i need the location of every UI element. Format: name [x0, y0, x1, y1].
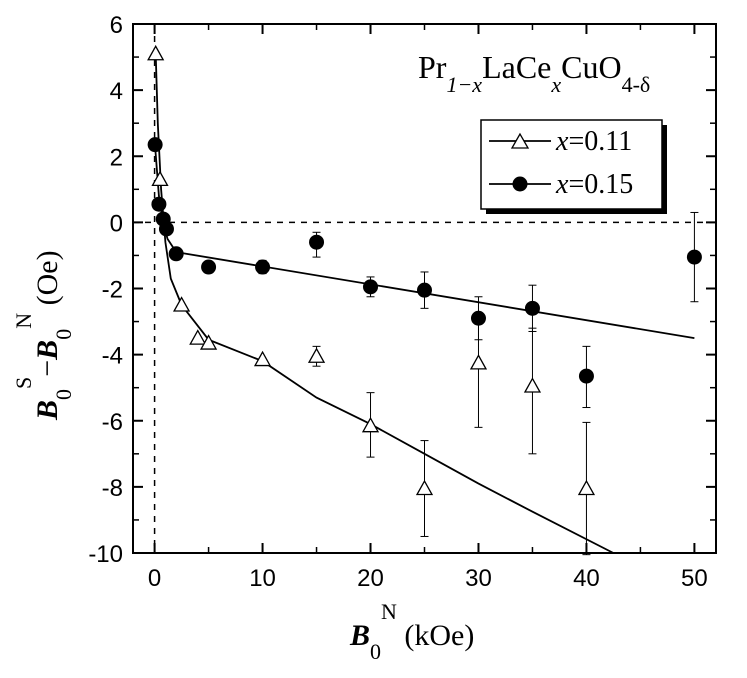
- data-point-x015: [147, 137, 163, 153]
- legend-entry-x011: x=0.11: [489, 126, 632, 157]
- data-point-x011: [147, 44, 165, 61]
- legend-entry-x015: x=0.15: [489, 169, 633, 200]
- x-tick-label: 50: [681, 565, 708, 592]
- data-point-x011: [307, 347, 326, 363]
- y-tick-label: 6: [110, 12, 123, 39]
- y-axis-ticks: 6 4 2 0 -2 -4 -6 -8 -10: [88, 12, 716, 568]
- legend-box: [480, 119, 663, 210]
- y-axis-title-unit: (Oe): [31, 250, 64, 312]
- data-point-x015: [168, 246, 184, 262]
- data-point-x011: [415, 479, 434, 496]
- y-tick-label: -2: [102, 277, 123, 304]
- legend-var-x011: x: [555, 126, 569, 157]
- data-point-x015: [470, 310, 486, 326]
- legend: x=0.11 x=0.15: [480, 119, 667, 214]
- data-point-x015: [309, 234, 325, 250]
- x-tick-label: 30: [465, 565, 492, 592]
- y-axis-title-sub-b: 0: [51, 329, 76, 340]
- data-point-x015: [363, 279, 379, 295]
- data-point-x015: [255, 259, 271, 275]
- data-point-x011: [361, 416, 380, 433]
- x-tick-label: 40: [573, 565, 600, 592]
- data-point-x011: [199, 334, 218, 350]
- y-tick-label: 2: [110, 144, 123, 171]
- formula-pr: Pr: [418, 49, 447, 85]
- x-axis-title: B0N (kOe): [349, 599, 474, 664]
- legend-value-x015: =0.15: [568, 169, 633, 200]
- x-axis-title-sup: N: [381, 599, 397, 624]
- legend-label-x015: x=0.15: [555, 169, 633, 200]
- y-tick-label: 4: [110, 78, 123, 105]
- y-tick-label: 0: [110, 210, 123, 237]
- legend-value-x011: =0.11: [568, 126, 632, 157]
- data-point-x011: [172, 296, 191, 312]
- reference-lines: [133, 24, 716, 553]
- data-point-x015: [151, 196, 167, 212]
- y-axis-title: B0S−B0N (Oe): [11, 250, 76, 421]
- formula-sub-3: 4-δ: [622, 72, 651, 97]
- data-point-x011: [577, 479, 596, 496]
- y-tick-label: -10: [88, 541, 123, 568]
- data-point-x011: [189, 329, 207, 345]
- formula-cuo: CuO: [561, 49, 621, 85]
- data-point-x015: [686, 249, 702, 265]
- data-point-x015: [158, 221, 174, 237]
- x-axis-title-main: B: [349, 619, 370, 652]
- formula-title: Pr1−xLaCexCuO4-δ: [418, 49, 650, 97]
- x-tick-label: 0: [148, 565, 161, 592]
- x-axis-ticks: 0 10 20 30 40 50: [148, 24, 708, 592]
- y-axis-title-main-b: B: [31, 340, 64, 361]
- data-point-x015: [417, 282, 432, 298]
- y-tick-label: -8: [102, 475, 123, 502]
- y-axis-title-sup-a: S: [11, 377, 36, 389]
- y-axis-title-main-a: B: [31, 400, 64, 421]
- data-point-x011: [523, 377, 542, 393]
- data-point-x015: [524, 300, 540, 316]
- y-axis-title-minus: −: [31, 360, 64, 377]
- formula-sub-2: x: [550, 72, 561, 97]
- data-point-x015: [201, 259, 217, 275]
- y-tick-label: -6: [102, 409, 123, 436]
- x-tick-label: 10: [249, 565, 276, 592]
- formula-lace: LaCe: [482, 49, 551, 85]
- y-axis-title-sup-b: N: [11, 313, 36, 329]
- y-tick-label: -4: [102, 343, 123, 370]
- data-point-x011: [151, 170, 169, 187]
- data-markers: [147, 44, 702, 496]
- error-bars: [258, 211, 699, 556]
- legend-marker-open-triangle: [510, 132, 530, 149]
- data-point-x011: [469, 354, 488, 370]
- legend-var-x015: x: [555, 169, 569, 200]
- data-point-x011: [253, 350, 272, 367]
- x-axis-title-unit: (kOe): [397, 619, 474, 652]
- x-tick-label: 20: [357, 565, 384, 592]
- legend-label-x011: x=0.11: [555, 126, 632, 157]
- y-axis-title-sub-a: 0: [51, 389, 76, 400]
- legend-marker-filled-circle: [512, 176, 528, 192]
- x-axis-title-sub: 0: [370, 639, 381, 664]
- data-point-x015: [578, 368, 594, 384]
- formula-sub-1: 1−x: [446, 72, 482, 97]
